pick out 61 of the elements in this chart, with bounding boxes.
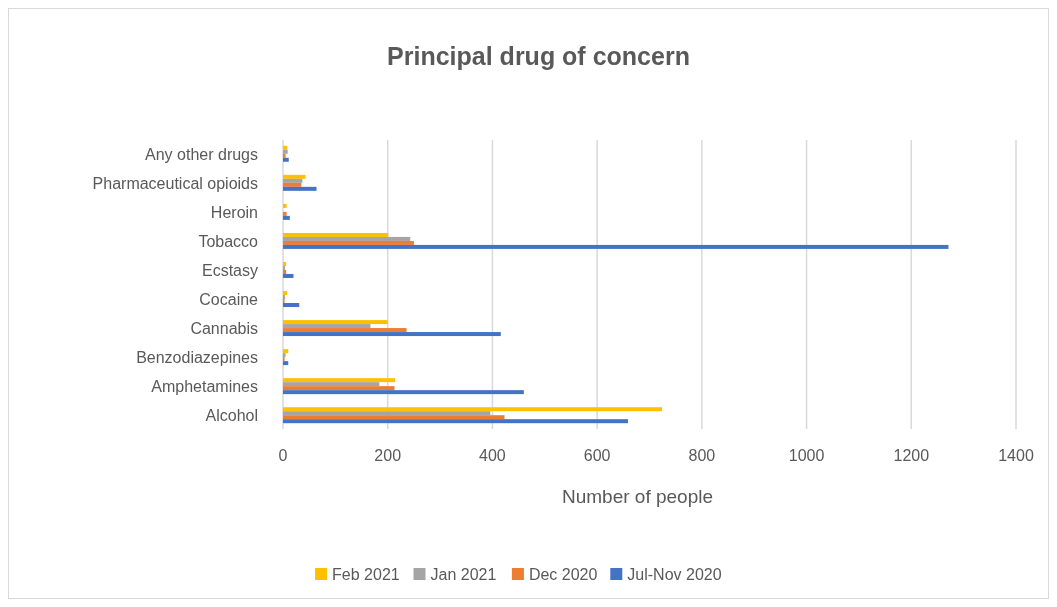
- bar: [283, 145, 288, 150]
- x-tick-label: 1000: [788, 447, 825, 464]
- y-tick-label: Tobacco: [198, 232, 259, 250]
- bar: [283, 215, 290, 220]
- bar: [283, 419, 629, 424]
- bar: [283, 232, 389, 237]
- bar: [283, 291, 288, 296]
- bar: [283, 390, 524, 395]
- y-tick-label: Cannabis: [190, 320, 258, 338]
- x-tick-label: 400: [479, 447, 506, 464]
- chart-title: Principal drug of concern: [387, 42, 690, 70]
- legend-label: Jan 2021: [430, 566, 497, 583]
- bar: [283, 261, 287, 266]
- bar: [283, 269, 287, 274]
- bar: [283, 378, 396, 383]
- bar: [283, 386, 395, 391]
- y-tick-label: Ecstasy: [201, 261, 258, 279]
- x-tick-label: 600: [583, 447, 611, 464]
- bar: [283, 157, 289, 162]
- x-tick-label: 1400: [998, 447, 1034, 464]
- x-tick-label: 200: [374, 447, 402, 464]
- y-tick-label: Benzodiazepines: [136, 349, 258, 367]
- x-axis-title: Number of people: [561, 486, 714, 507]
- bar: [283, 182, 302, 187]
- bar: [283, 407, 663, 412]
- bar: [283, 153, 286, 158]
- bar: [283, 411, 491, 416]
- bar: [283, 244, 949, 249]
- bar: [283, 186, 317, 191]
- bar: [283, 303, 300, 308]
- bar: [283, 361, 289, 366]
- bar: [283, 353, 286, 358]
- bar: [283, 203, 287, 208]
- y-tick-label: Any other drugs: [145, 145, 258, 163]
- x-tick-label: 800: [688, 447, 716, 464]
- y-tick-label: Cocaine: [199, 291, 259, 309]
- bar: [283, 273, 294, 278]
- bar: [283, 178, 303, 183]
- bar: [283, 415, 505, 420]
- legend-label: Feb 2021: [332, 566, 400, 583]
- bar: [283, 332, 501, 337]
- y-tick-label: Alcohol: [205, 407, 258, 425]
- bar: [283, 240, 414, 245]
- y-tick-label: Amphetamines: [151, 378, 258, 396]
- y-tick-label: Pharmaceutical opioids: [92, 174, 258, 192]
- bar: [283, 328, 407, 333]
- bar: [283, 382, 380, 387]
- legend-label: Jul-Nov 2020: [627, 566, 722, 583]
- x-tick-label: 1200: [893, 447, 930, 464]
- bar: [283, 149, 288, 154]
- bar: [283, 211, 287, 216]
- bar: [283, 320, 388, 325]
- y-tick-label: Heroin: [210, 203, 258, 221]
- x-tick-label: 0: [278, 447, 288, 464]
- bar: [283, 324, 371, 329]
- bar: [283, 174, 306, 179]
- bar: [283, 295, 286, 300]
- bar: [283, 265, 286, 270]
- bar: [283, 236, 411, 241]
- legend-label: Dec 2020: [528, 566, 598, 583]
- bar: [283, 349, 289, 354]
